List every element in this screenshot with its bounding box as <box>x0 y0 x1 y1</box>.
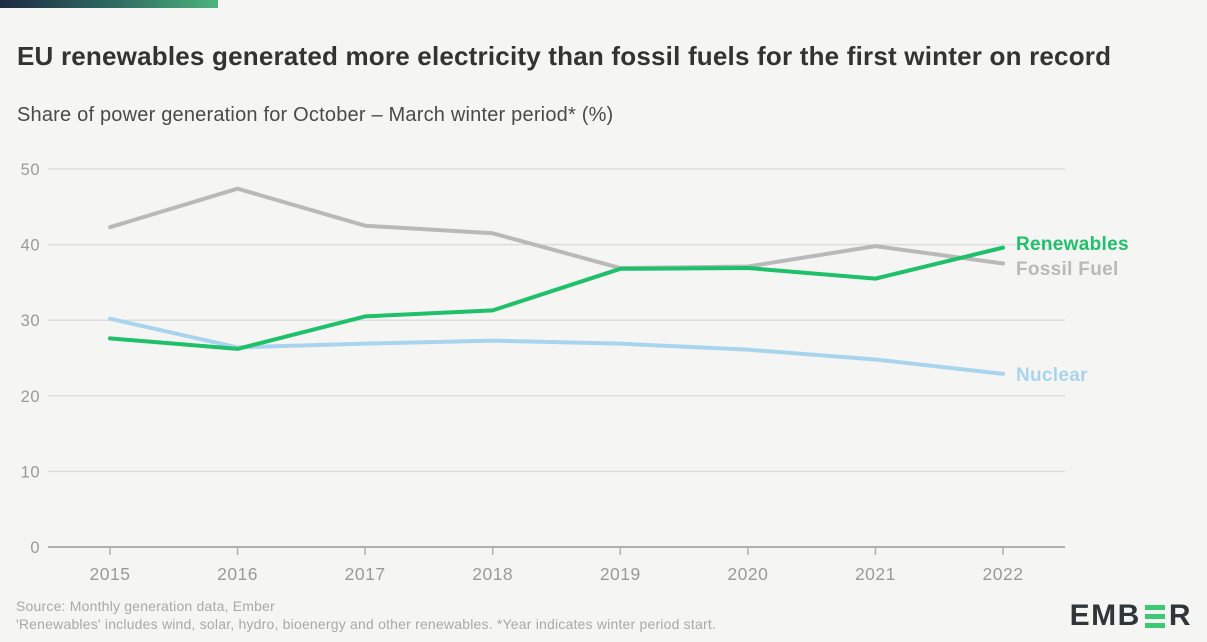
x-tick-label: 2015 <box>90 564 131 584</box>
y-tick-label: 50 <box>21 161 40 179</box>
series-line-nuclear <box>108 316 1005 376</box>
chart-title: EU renewables generated more electricity… <box>17 41 1112 72</box>
x-tick-label: 2021 <box>855 564 896 584</box>
series-label-renewables: Renewables <box>1016 234 1129 255</box>
source-line-2: 'Renewables' includes wind, solar, hydro… <box>16 616 716 632</box>
ember-logo-text-r: R <box>1168 599 1192 632</box>
source-line-1: Source: Monthly generation data, Ember <box>16 598 275 614</box>
source-note: Source: Monthly generation data, Ember '… <box>16 597 716 633</box>
x-tick-label: 2016 <box>217 564 258 584</box>
y-tick-label: 0 <box>30 539 40 557</box>
x-tick-label: 2020 <box>727 564 768 584</box>
ember-logo-e-bars-icon <box>1144 604 1165 628</box>
series-label-fossil-fuel: Fossil Fuel <box>1016 259 1119 280</box>
series-line-renewables <box>108 245 1005 351</box>
x-tick-label: 2018 <box>472 564 513 584</box>
brand-accent-bar <box>0 0 218 8</box>
x-tick-label: 2019 <box>600 564 641 584</box>
y-tick-label: 30 <box>21 312 40 330</box>
ember-logo-text-emb: EMB <box>1069 599 1141 632</box>
y-tick-label: 40 <box>21 237 40 255</box>
y-tick-label: 20 <box>21 388 40 406</box>
ember-logo: EMB R <box>1070 599 1192 633</box>
x-tick-label: 2022 <box>983 564 1024 584</box>
x-tick-label: 2017 <box>345 564 386 584</box>
series-line-fossil-fuel <box>108 186 1005 271</box>
chart-subtitle: Share of power generation for October – … <box>17 104 614 126</box>
y-tick-label: 10 <box>21 463 40 481</box>
series-label-nuclear: Nuclear <box>1016 365 1088 386</box>
